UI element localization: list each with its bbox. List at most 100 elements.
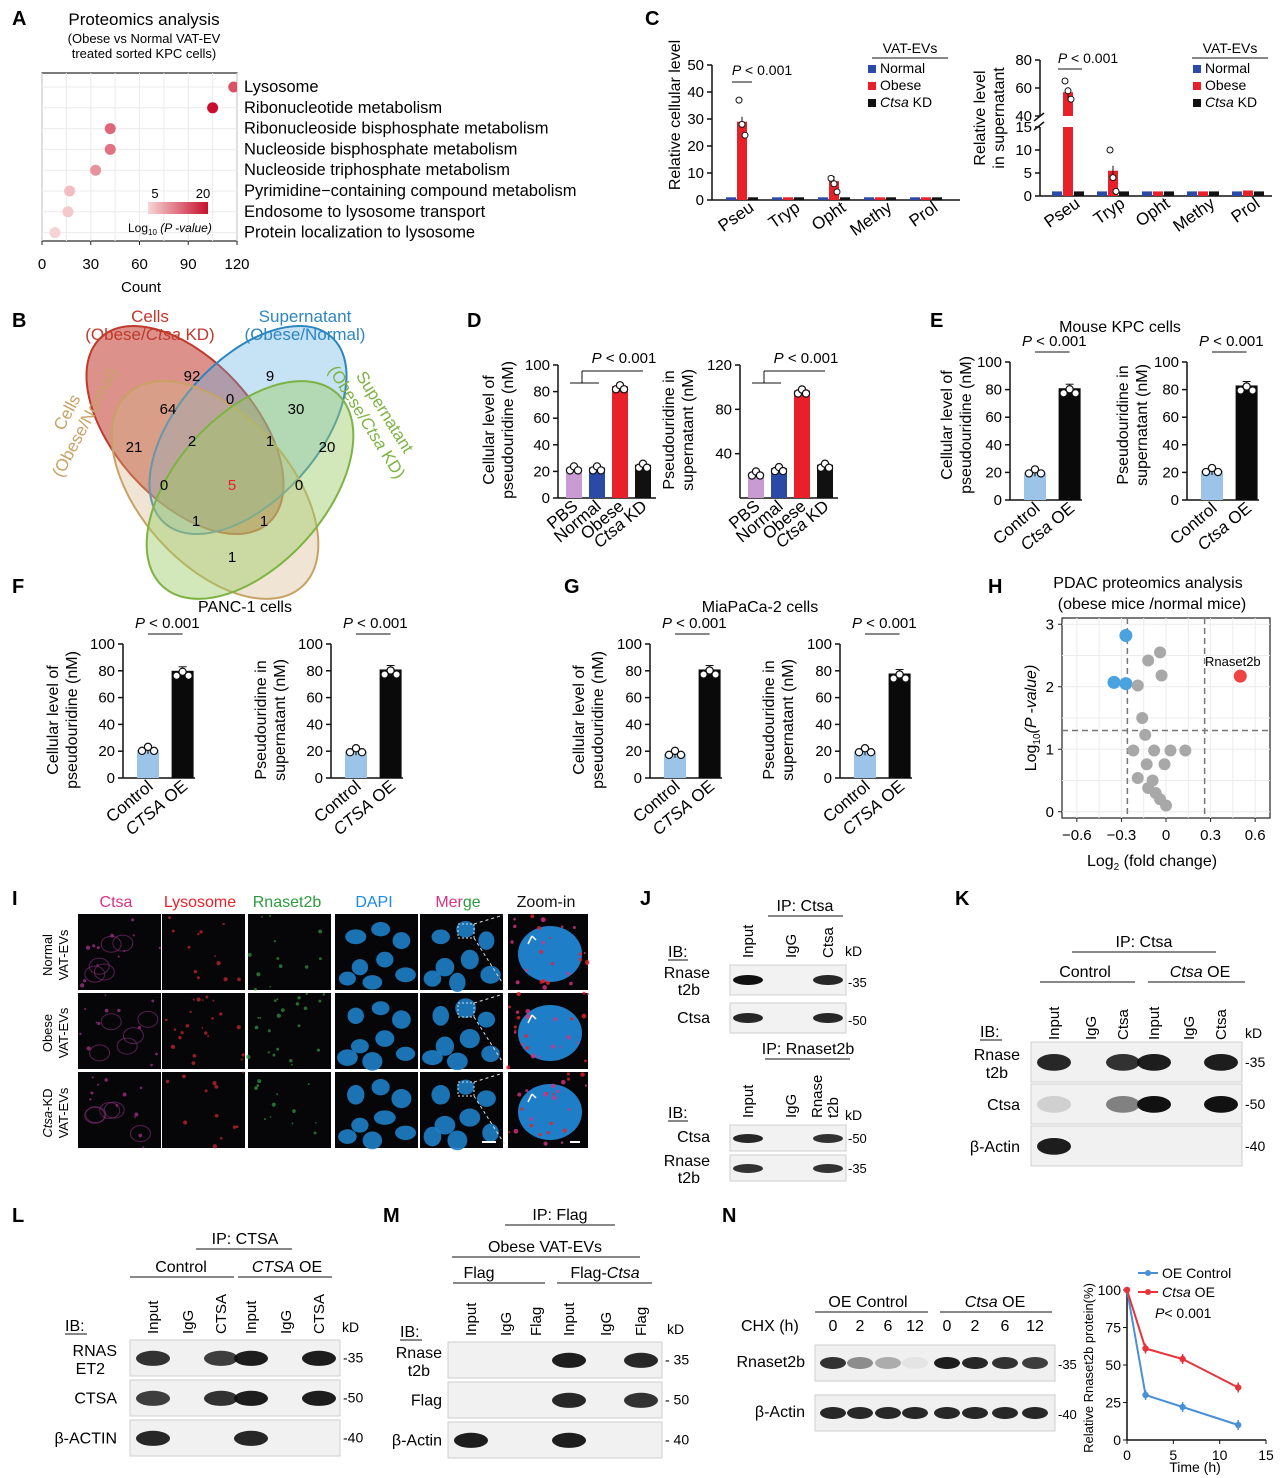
lane-label: Input	[740, 924, 757, 958]
signal-speck	[139, 1086, 143, 1090]
signal-speck	[566, 1072, 570, 1076]
signal-speck	[104, 994, 107, 996]
signal-speck	[211, 1017, 214, 1020]
signal-speck	[307, 1083, 310, 1086]
y-tick-label: 0	[107, 770, 115, 787]
panel-a-title: Proteomics analysis	[68, 10, 219, 29]
signal-speck	[525, 1008, 531, 1014]
panel-label-i: I	[12, 888, 18, 910]
lane-label: Input	[145, 1300, 162, 1334]
signal-speck	[79, 1032, 82, 1035]
panel-i-row-labels: Normal VAT-EVs Obese VAT-EVs Ctsa-KD VAT…	[40, 929, 71, 1138]
cell-outline	[100, 935, 122, 953]
signal-speck	[318, 999, 322, 1003]
blot-band	[1037, 1054, 1071, 1071]
replicate-dot	[705, 666, 714, 675]
time-label: 6	[884, 1318, 893, 1335]
bar-Tryp-2	[794, 197, 804, 200]
row-label-normal-2: VAT-EVs	[56, 929, 71, 980]
signal-speck	[552, 1095, 557, 1101]
signal-speck	[232, 1125, 237, 1129]
point-ns	[1160, 799, 1172, 812]
y-tick-label: 0	[696, 192, 704, 209]
signal-speck	[189, 1010, 192, 1013]
bar-1	[888, 673, 911, 778]
y-tick-label: 0	[994, 492, 1002, 509]
signal-speck	[182, 1074, 186, 1079]
blot-band	[1204, 1054, 1238, 1071]
category-label: Endosome to lysosome transport	[244, 203, 486, 221]
bar-1	[1235, 385, 1258, 500]
bar-Methy-1	[1198, 191, 1208, 196]
blot-band	[733, 1164, 763, 1173]
signal-speck	[122, 1092, 127, 1097]
panel-a-subtitle-2: treated sorted KPC cells)	[72, 46, 217, 61]
x-tick-label: 120	[224, 256, 249, 273]
zoom-box	[457, 923, 475, 939]
lane-label: Input	[1046, 1006, 1063, 1040]
venn-count: 30	[288, 401, 305, 418]
time-label: 12	[1026, 1318, 1044, 1335]
signal-speck	[297, 1024, 301, 1028]
nucleus	[434, 1115, 456, 1135]
panel-label-b: B	[12, 310, 26, 332]
signal-speck	[560, 1045, 563, 1048]
cell-outline	[89, 1044, 111, 1062]
micro-tile	[78, 993, 161, 1069]
replicate-dot	[1059, 389, 1068, 398]
blot-band	[962, 1357, 988, 1369]
signal-speck	[110, 933, 114, 938]
panel-g-right-ylabel-2: supernatant (nM)	[780, 659, 797, 781]
signal-speck	[530, 1053, 536, 1059]
signal-speck	[219, 1136, 223, 1140]
zoom-box	[457, 1002, 475, 1018]
signal-speck	[276, 1013, 281, 1018]
nucleus	[395, 1046, 416, 1061]
dot-4	[90, 164, 102, 176]
nucleus	[435, 1036, 455, 1056]
replicate-dot	[1207, 463, 1217, 473]
replicate-dot	[755, 471, 765, 480]
signal-speck	[193, 969, 198, 974]
signal-speck	[237, 977, 241, 982]
y-tick-label: 100	[977, 354, 1002, 371]
x-tick-label: 0.3	[1200, 827, 1221, 844]
signal-speck	[556, 1089, 560, 1094]
signal-speck	[525, 968, 529, 972]
y-tick-label: 20	[815, 743, 832, 760]
signal-speck	[79, 983, 85, 988]
blot-band	[820, 1407, 846, 1419]
signal-speck	[314, 1122, 317, 1124]
nucleus	[435, 957, 455, 977]
signal-speck	[313, 1131, 317, 1135]
signal-speck	[540, 917, 546, 923]
blot-band	[733, 1013, 763, 1023]
replicate-dot	[860, 744, 870, 753]
panel-label-n: N	[722, 1205, 736, 1227]
panel-g-right-ylabel-1: Pseudouridine in	[761, 660, 778, 779]
y-tick-label: 20	[533, 463, 550, 480]
replicate-dot	[738, 120, 746, 128]
point-ns	[1158, 758, 1171, 771]
bar-0	[137, 749, 159, 778]
ib-label: IB:	[980, 1024, 1000, 1041]
blot-band	[813, 1164, 843, 1173]
replicate-dot	[1106, 146, 1114, 154]
signal-speck	[158, 946, 161, 949]
replicate-dot	[357, 748, 367, 757]
dot-1	[207, 102, 219, 114]
y-tick-label: 0	[315, 770, 323, 787]
signal-speck	[257, 1016, 260, 1019]
blot-label: β-ACTIN	[54, 1430, 117, 1447]
legend-control: OE Control	[1162, 1265, 1231, 1281]
y-tick-label: 2	[1046, 679, 1054, 696]
venn-set-cells-obese-normal	[110, 380, 320, 600]
blot-band	[1106, 1096, 1140, 1113]
y-tick-label: 40	[625, 716, 642, 733]
blot-band	[934, 1357, 960, 1369]
replicate-dot	[596, 466, 606, 475]
